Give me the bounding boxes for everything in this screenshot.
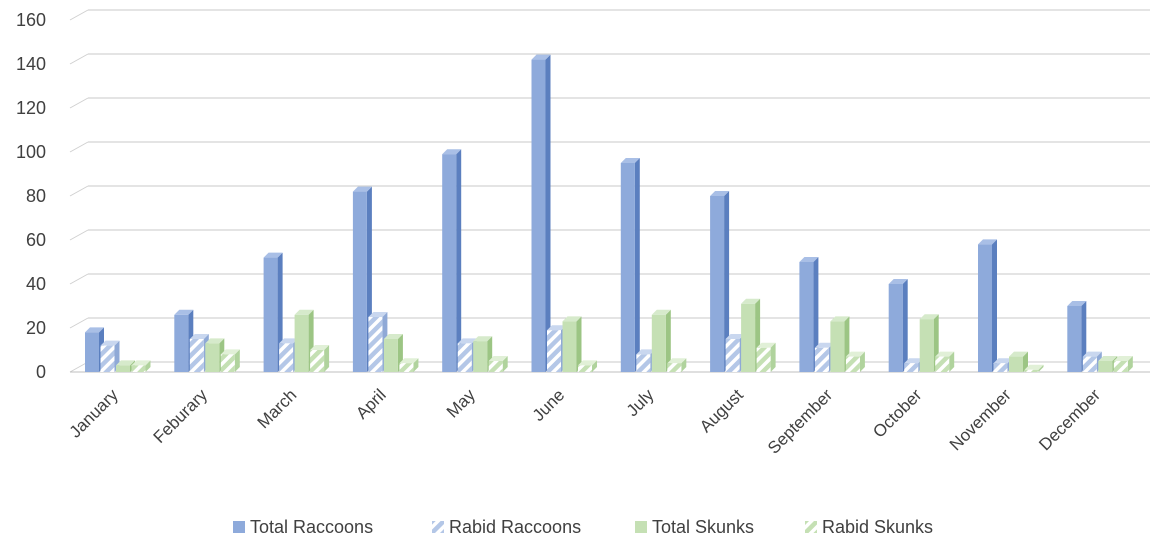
bar-total-raccoons-august [710,191,730,372]
legend-swatch [805,521,817,533]
bar-total-raccoons-march [263,252,283,372]
y-tick-label: 60 [26,230,46,250]
legend-label: Total Skunks [652,517,754,537]
x-tick-label: October [869,385,925,441]
bar-rabid-skunks-april [399,358,419,372]
legend-label: Rabid Skunks [822,517,933,537]
bar-rabid-skunks-december [1113,356,1133,372]
gridline [69,53,1150,65]
bar-total-raccoons-november [978,239,997,372]
bar-rabid-raccoons-january [100,340,120,372]
legend-item-total-raccoons: Total Raccoons [233,517,373,537]
legend-label: Rabid Raccoons [449,517,581,537]
y-tick-label: 40 [26,274,46,294]
x-tick-label: December [1035,385,1104,454]
bar-total-raccoons-september [799,257,819,372]
bar-rabid-skunks-feburary [220,349,240,372]
x-tick-label: July [623,385,658,420]
x-tick-label: August [696,385,747,436]
bar-total-skunks-july [651,309,671,372]
bar-rabid-skunks-july [667,358,687,372]
legend-label: Total Raccoons [250,517,373,537]
x-tick-label: June [529,385,569,425]
x-tick-label: September [764,385,836,457]
x-axis-category-labels: January Feburary March April May June July Augu… [66,385,1105,458]
bar-total-raccoons-december [1067,301,1087,372]
legend-swatch [233,521,245,533]
x-tick-label: April [352,385,389,422]
legend-item-rabid-raccoons: Rabid Raccoons [432,517,581,537]
gridline [69,141,1150,153]
bar-total-raccoons-july [620,158,640,372]
bar-total-raccoons-may [442,149,462,372]
legend-item-rabid-skunks: Rabid Skunks [805,517,933,537]
x-tick-label: November [946,385,1015,454]
bar-total-raccoons-october [888,279,908,372]
x-tick-label: March [254,385,301,432]
bar-total-raccoons-june [531,54,551,372]
bar-rabid-skunks-january [131,360,151,372]
legend-item-total-skunks: Total Skunks [635,517,754,537]
bar-rabid-skunks-november [1024,364,1044,372]
bar-rabid-skunks-june [578,360,597,372]
bar-rabid-skunks-march [310,345,330,372]
legend-swatch [635,521,647,533]
bar-total-skunks-june [562,316,582,372]
y-tick-label: 140 [16,54,46,74]
y-tick-label: 0 [36,362,46,382]
gridline [69,9,1150,21]
bar-rabid-skunks-may [488,356,508,372]
y-axis-tick-labels: 0 20 40 60 80 100 120 140 160 [16,10,46,382]
bar-rabid-skunks-october [935,351,955,372]
y-tick-label: 160 [16,10,46,30]
bar-total-skunks-november [1009,351,1028,372]
y-tick-label: 20 [26,318,46,338]
gridline [69,185,1150,197]
legend: Total Raccoons Rabid Raccoons Total Skunks… [233,517,933,537]
x-tick-label: May [443,385,479,421]
gridline [69,97,1150,109]
x-tick-label: Feburary [150,385,212,447]
legend-swatch [432,521,444,533]
y-tick-label: 120 [16,98,46,118]
bar-rabid-skunks-september [845,351,865,372]
bar-rabid-skunks-august [756,342,776,372]
y-tick-label: 100 [16,142,46,162]
y-tick-label: 80 [26,186,46,206]
gridline [69,229,1150,241]
x-tick-label: January [66,385,123,442]
bars [85,54,1133,372]
